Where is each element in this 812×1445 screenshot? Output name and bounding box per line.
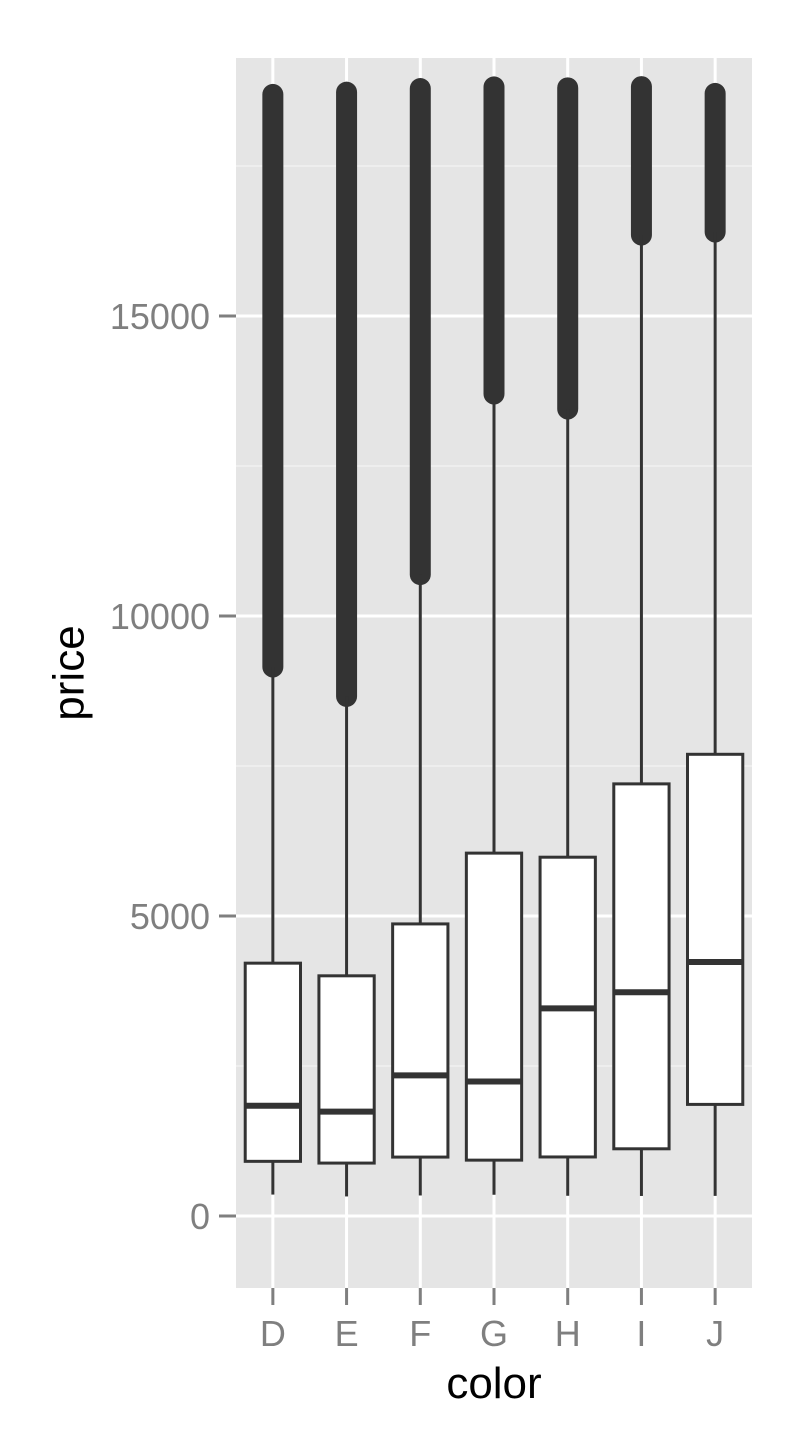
x-tick-label: G <box>480 1313 508 1354</box>
iqr-box <box>317 974 376 1165</box>
box-d <box>243 83 302 1195</box>
iqr-box <box>243 961 302 1163</box>
box-h <box>538 77 597 1196</box>
box-g <box>464 76 524 1195</box>
x-tick-label: J <box>706 1313 724 1354</box>
boxes <box>243 76 745 1197</box>
y-axis-title: price <box>44 625 93 720</box>
x-tick-label: F <box>409 1313 431 1354</box>
x-tick-label: H <box>555 1313 581 1354</box>
y-tick-label: 10000 <box>110 596 210 637</box>
x-tick-label: I <box>636 1313 646 1354</box>
box-j <box>686 82 745 1196</box>
iqr-box <box>686 752 745 1106</box>
y-tick-label: 15000 <box>110 296 210 337</box>
x-tick-label: E <box>335 1313 359 1354</box>
box-i <box>612 76 671 1196</box>
iqr-box <box>464 851 524 1162</box>
x-axis-title: color <box>446 1359 541 1408</box>
y-tick-label: 5000 <box>130 896 210 937</box>
iqr-box <box>391 922 450 1159</box>
axes: 0 5000 10000 15000 D E F G H I J <box>110 296 724 1354</box>
iqr-box <box>612 782 671 1151</box>
box-e <box>317 81 376 1197</box>
x-tick-label: D <box>260 1313 286 1354</box>
y-tick-label: 0 <box>190 1196 210 1237</box>
box-f <box>391 78 450 1196</box>
